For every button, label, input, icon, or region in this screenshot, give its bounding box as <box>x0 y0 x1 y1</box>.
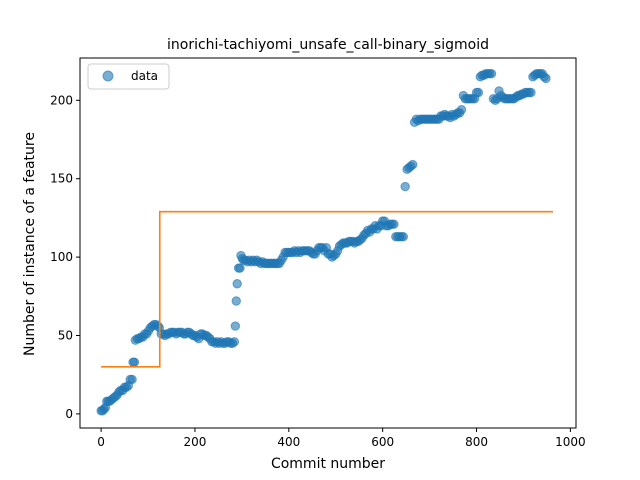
plot-area <box>96 68 554 416</box>
data-point <box>389 219 399 229</box>
data-point <box>473 87 484 98</box>
legend-box <box>87 63 170 90</box>
data-point <box>127 374 137 385</box>
data-point <box>129 357 140 367</box>
y-tick-label: 200 <box>50 93 73 107</box>
data-point <box>526 87 536 98</box>
y-tick-label: 50 <box>58 329 73 343</box>
axis-ticks: 0 200 400 600 800 1000 0 50 100 150 200 <box>50 93 586 449</box>
chart-title: inorichi-tachiyomi_unsafe_call-binary_si… <box>167 37 489 53</box>
x-tick-label: 800 <box>465 435 488 449</box>
y-tick-label: 150 <box>50 172 73 186</box>
axes-frame <box>79 57 577 429</box>
data-point <box>235 263 245 273</box>
data-point <box>456 105 467 115</box>
data-point <box>408 159 418 170</box>
y-axis-label: Number of instance of a feature <box>22 132 38 356</box>
x-tick-label: 200 <box>184 435 207 449</box>
x-tick-label: 0 <box>97 435 105 449</box>
data-point <box>230 321 241 331</box>
data-point <box>229 337 240 347</box>
data-point <box>541 73 551 84</box>
x-axis-label: Commit number <box>271 456 385 472</box>
data-point <box>232 279 242 289</box>
y-tick-label: 0 <box>65 407 73 421</box>
legend-label-data: data <box>131 69 158 83</box>
y-tick-label: 100 <box>50 250 73 264</box>
data-point <box>231 296 241 306</box>
data-point <box>486 68 497 79</box>
x-tick-label: 600 <box>371 435 394 449</box>
step-line <box>101 210 554 368</box>
x-tick-label: 1000 <box>555 435 586 449</box>
legend: data <box>87 63 170 90</box>
legend-marker-data <box>102 70 114 82</box>
data-point <box>400 181 410 192</box>
data-point <box>398 232 409 242</box>
x-tick-label: 400 <box>277 435 300 449</box>
